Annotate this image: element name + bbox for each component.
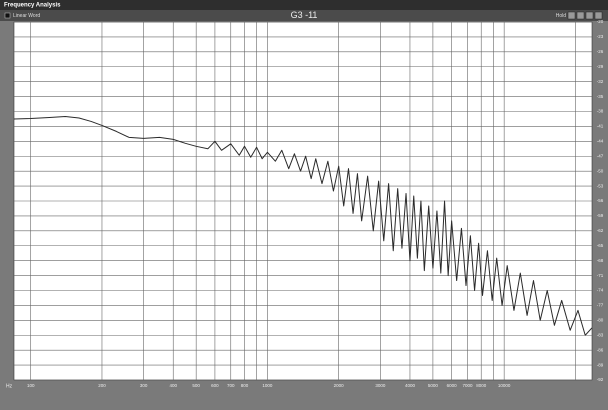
y-tick-label: -53 bbox=[597, 183, 604, 188]
y-tick-label: -41 bbox=[597, 124, 604, 129]
x-tick-label: 8000 bbox=[476, 383, 487, 388]
spectrum-line bbox=[13, 115, 593, 336]
y-tick-label: -20 bbox=[597, 19, 604, 24]
y-tick-label: -62 bbox=[597, 228, 604, 233]
x-tick-label: 2000 bbox=[334, 383, 345, 388]
tool-button[interactable] bbox=[594, 11, 603, 20]
x-tick-label: 10000 bbox=[498, 383, 511, 388]
tool-button[interactable] bbox=[567, 11, 576, 20]
x-tick-label: 3000 bbox=[375, 383, 386, 388]
y-tick-label: -71 bbox=[597, 273, 604, 278]
y-tick-label: -80 bbox=[597, 318, 604, 323]
window-title: Frequency Analysis bbox=[4, 3, 61, 9]
x-tick-label: 800 bbox=[241, 383, 249, 388]
y-tick-label: -56 bbox=[597, 198, 604, 203]
y-tick-label: -65 bbox=[597, 243, 604, 248]
x-tick-label: 700 bbox=[227, 383, 235, 388]
x-tick-label: 6000 bbox=[447, 383, 458, 388]
x-tick-label: 100 bbox=[27, 383, 35, 388]
x-axis-label: Hz bbox=[6, 383, 13, 389]
y-tick-label: -92 bbox=[597, 377, 604, 382]
y-tick-label: -38 bbox=[597, 109, 604, 114]
x-tick-label: 500 bbox=[192, 383, 200, 388]
toolbar bbox=[0, 10, 608, 21]
x-tick-label: 1000 bbox=[262, 383, 273, 388]
y-tick-label: -44 bbox=[597, 139, 604, 144]
hold-label[interactable]: Hold bbox=[556, 13, 567, 19]
y-tick-label: -32 bbox=[597, 79, 604, 84]
y-tick-label: -47 bbox=[597, 153, 604, 158]
y-tick-label: -26 bbox=[597, 49, 604, 54]
tool-button[interactable] bbox=[585, 11, 594, 20]
title-bar bbox=[0, 0, 608, 10]
y-tick-label: -23 bbox=[597, 34, 604, 39]
y-tick-label: -74 bbox=[597, 288, 604, 293]
y-tick-label: -83 bbox=[597, 332, 604, 337]
tool-button[interactable] bbox=[576, 11, 585, 20]
y-tick-label: -29 bbox=[597, 64, 604, 69]
y-tick-label: -59 bbox=[597, 213, 604, 218]
checkbox-label[interactable]: Linear Word bbox=[13, 13, 40, 19]
x-tick-label: 200 bbox=[98, 383, 106, 388]
x-tick-label: 400 bbox=[169, 383, 177, 388]
checkbox[interactable] bbox=[4, 12, 11, 19]
y-tick-label: -50 bbox=[597, 168, 604, 173]
x-tick-label: 5000 bbox=[428, 383, 439, 388]
y-tick-label: -89 bbox=[597, 362, 604, 367]
x-tick-label: 300 bbox=[140, 383, 148, 388]
y-tick-label: -77 bbox=[597, 303, 604, 308]
y-tick-label: -86 bbox=[597, 347, 604, 352]
y-tick-label: -35 bbox=[597, 94, 604, 99]
y-tick-label: -68 bbox=[597, 258, 604, 263]
x-tick-label: 4000 bbox=[405, 383, 416, 388]
x-tick-label: 7000 bbox=[462, 383, 473, 388]
x-tick-label: 600 bbox=[211, 383, 219, 388]
chart-title: G3 -11 bbox=[291, 10, 318, 20]
